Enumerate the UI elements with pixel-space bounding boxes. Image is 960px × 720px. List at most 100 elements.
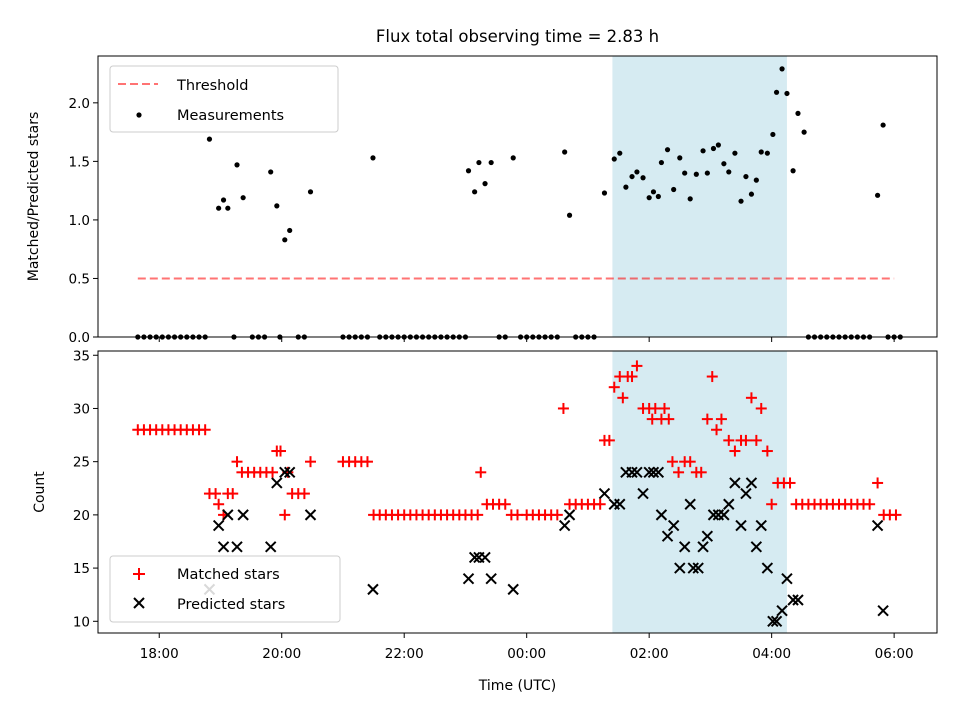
- count-plot-frame: [97, 350, 938, 634]
- predicted-star-marker: [781, 573, 793, 585]
- predicted-star-marker: [792, 594, 804, 606]
- predicted-star-marker: [264, 541, 277, 553]
- measurement-point: [240, 195, 246, 201]
- measurement-point: [748, 191, 755, 197]
- matched-star-marker: [761, 445, 773, 457]
- predicted-star-marker: [755, 519, 767, 532]
- matched-star-marker: [512, 509, 523, 521]
- matched-star-marker: [784, 477, 796, 489]
- predicted-star-marker: [367, 583, 379, 596]
- matched-star-marker: [298, 488, 310, 500]
- measurement-point: [634, 169, 640, 175]
- predicted-star-marker: [655, 509, 668, 521]
- predicted-star-marker: [674, 562, 686, 574]
- matched-star-marker: [199, 424, 211, 436]
- measurement-point: [220, 197, 227, 203]
- matched-star-marker: [755, 402, 767, 414]
- predicted-star-marker: [271, 477, 283, 489]
- matched-star-marker: [684, 456, 696, 468]
- ratio-y-axis-label: Matched/Predicted stars: [26, 112, 42, 282]
- measurement-point: [738, 198, 744, 204]
- matched-star-marker: [603, 434, 615, 446]
- predicted-star-marker: [643, 466, 655, 479]
- predicted-star-marker: [631, 466, 643, 479]
- matched-star-marker: [210, 488, 222, 500]
- matched-star-marker: [305, 456, 317, 468]
- matched-star-marker: [864, 498, 876, 510]
- measurement-point: [510, 155, 516, 161]
- count-x-ticks: 18:00 20:00 22:00 00:00 02:00 04:00 06:00: [140, 633, 914, 662]
- predicted-star-marker: [723, 498, 735, 510]
- matched-star-marker: [475, 466, 487, 478]
- measurement-point: [743, 173, 749, 180]
- measurement-point: [370, 155, 376, 161]
- predicted-star-marker: [787, 594, 799, 606]
- predicted-star-marker: [678, 541, 691, 553]
- matched-star-marker: [872, 477, 884, 489]
- matched-star-marker: [631, 360, 643, 372]
- matched-star-marker: [649, 402, 661, 414]
- measurement-point: [216, 205, 222, 211]
- measurement-point: [472, 189, 478, 195]
- measurement-point: [601, 190, 608, 196]
- measurement-point: [687, 196, 693, 202]
- predicted-star-marker: [647, 466, 660, 479]
- predicted-star-marker: [563, 509, 576, 521]
- measurement-point: [658, 159, 665, 166]
- count-y-ticks: 10 15 20 25 30 35: [73, 348, 98, 630]
- measurement-point: [874, 192, 881, 198]
- measurement-point: [465, 168, 472, 174]
- ratio-x-ticks: [158, 337, 895, 342]
- x-tick-label: 20:00: [262, 646, 301, 662]
- matched-star-marker: [729, 445, 741, 457]
- measurement-point: [770, 131, 776, 138]
- matched-star-marker: [658, 402, 670, 414]
- legend-measurement-swatch: [136, 112, 142, 118]
- predicted-star-marker: [217, 541, 230, 553]
- matched-star-marker: [551, 509, 563, 521]
- predicted-star-marker: [468, 551, 481, 564]
- y-tick-label: 35: [73, 348, 90, 364]
- measurement-point: [715, 142, 721, 148]
- matched-star-marker: [274, 445, 286, 457]
- matched-star-marker: [740, 434, 752, 446]
- matched-star-marker: [617, 392, 629, 404]
- predicted-star-marker: [745, 477, 758, 489]
- predicted-star-marker: [707, 509, 720, 521]
- measurement-point: [482, 181, 488, 187]
- matched-star-marker: [706, 371, 718, 383]
- matched-star-marker: [279, 509, 291, 521]
- measurement-point: [677, 155, 683, 161]
- count-panel: 10 15 20 25 30 35 18:00 20:00 22:00 00:00 02:00 04…: [32, 348, 938, 694]
- matched-star-marker: [663, 413, 675, 425]
- matched-star-marker: [723, 434, 735, 446]
- predicted-star-marker: [279, 466, 291, 479]
- y-tick-label: 0.5: [69, 271, 90, 287]
- matched-star-marker: [361, 456, 373, 468]
- matched-star-marker: [711, 424, 723, 436]
- count-legend: Matched stars Predicted stars: [109, 555, 341, 623]
- measurement-point: [646, 195, 652, 201]
- y-tick-label: 10: [73, 614, 90, 630]
- predicted-star-marker: [212, 519, 225, 532]
- matched-star-marker: [890, 509, 902, 521]
- x-tick-label: 00:00: [507, 646, 546, 662]
- y-tick-label: 25: [73, 455, 90, 471]
- predicted-star-marker: [283, 466, 296, 479]
- predicted-star-marker: [485, 573, 497, 585]
- measurement-point: [753, 177, 759, 183]
- observing-window-shade: [612, 56, 787, 337]
- predicted-star-marker: [558, 519, 571, 532]
- predicted-star-marker: [661, 530, 674, 542]
- predicted-star-marker: [231, 541, 243, 553]
- measurement-points: [135, 66, 903, 340]
- y-tick-label: 2.0: [69, 96, 90, 112]
- y-tick-label: 30: [73, 401, 90, 417]
- matched-star-markers: [132, 360, 902, 521]
- matched-star-marker: [472, 509, 484, 521]
- predicted-star-markers: [203, 466, 889, 628]
- predicted-star-marker: [684, 498, 696, 510]
- chart-title: Flux total observing time = 2.83 h: [376, 27, 659, 46]
- legend-measurements-label: Measurements: [177, 108, 284, 124]
